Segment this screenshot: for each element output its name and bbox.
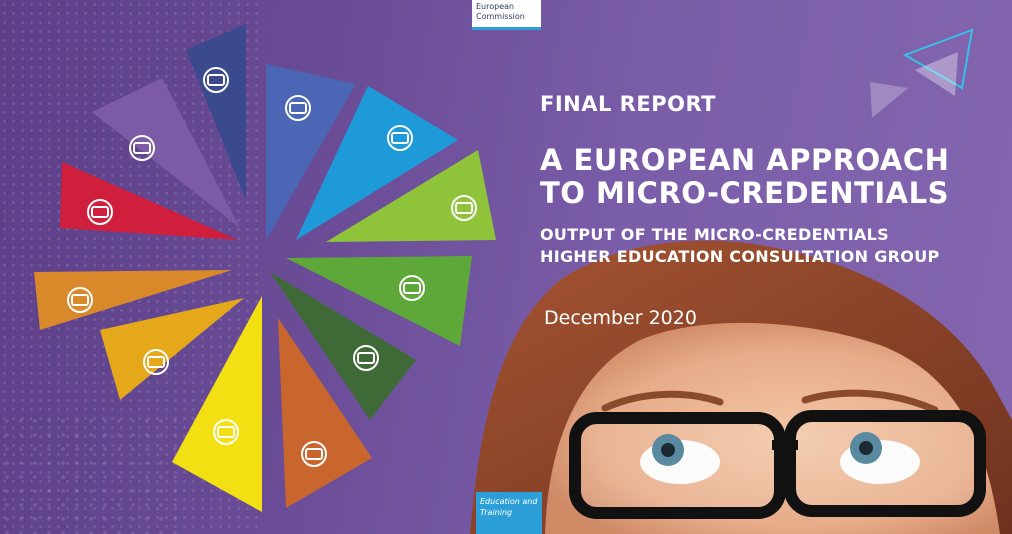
topic-wheel xyxy=(34,24,496,512)
report-subtitle-line-1: OUTPUT OF THE MICRO-CREDENTIALS xyxy=(540,225,889,244)
lyre-icon xyxy=(451,195,477,221)
laptop-play-icon xyxy=(301,441,327,467)
publication-date: December 2020 xyxy=(544,307,697,329)
report-title-line-2: TO MICRO-CREDENTIALS xyxy=(540,176,949,210)
speaker-en-icon xyxy=(129,135,155,161)
badge-line-2: Training xyxy=(480,508,513,517)
wheel-segment-brain-bulb xyxy=(100,298,244,400)
wheel-segment-key xyxy=(172,296,262,512)
logo-line-1: European xyxy=(476,2,515,11)
clipboard-check-icon xyxy=(387,125,413,151)
wheel-segment-language-speaker xyxy=(92,78,240,228)
report-subtitle: OUTPUT OF THE MICRO-CREDENTIALS HIGHER E… xyxy=(540,224,1000,268)
report-title-line-1: A EUROPEAN APPROACH xyxy=(540,143,950,177)
brain-bulb-icon xyxy=(143,349,169,375)
report-subtitle-line-2: HIGHER EDUCATION CONSULTATION GROUP xyxy=(540,247,940,266)
wheel-segment-microscope xyxy=(60,162,238,240)
wheel-segment-checklist xyxy=(296,86,458,240)
education-training-badge: Education and Training xyxy=(476,492,542,534)
wheel-segment-tablet-reading xyxy=(186,24,246,200)
tablet-book-icon xyxy=(203,67,229,93)
globe-icon xyxy=(67,287,93,313)
report-title: A EUROPEAN APPROACH TO MICRO-CREDENTIALS xyxy=(540,144,1000,210)
report-type-label: FINAL REPORT xyxy=(540,92,716,116)
handshake-icon xyxy=(353,345,379,371)
coins-thumbs-up-icon xyxy=(399,275,425,301)
logo-line-2: Commission xyxy=(476,12,525,21)
microscope-icon xyxy=(87,199,113,225)
title-block: FINAL REPORT A EUROPEAN APPROACH TO MICR… xyxy=(540,92,1000,268)
wheel-segment-lyre xyxy=(326,150,496,242)
key-icon xyxy=(213,419,239,445)
wheel-segment-handshake xyxy=(270,272,416,420)
wheel-segment-video-laptop xyxy=(278,318,372,508)
wheel-segment-coins-thumb xyxy=(286,256,472,346)
wheel-segment-globe xyxy=(34,270,232,330)
dot-pattern-corner xyxy=(0,414,180,534)
puzzle-icon xyxy=(285,95,311,121)
wheel-segment-puzzle xyxy=(266,64,356,240)
european-commission-logo: European Commission xyxy=(472,0,541,30)
badge-line-1: Education and xyxy=(480,497,538,506)
